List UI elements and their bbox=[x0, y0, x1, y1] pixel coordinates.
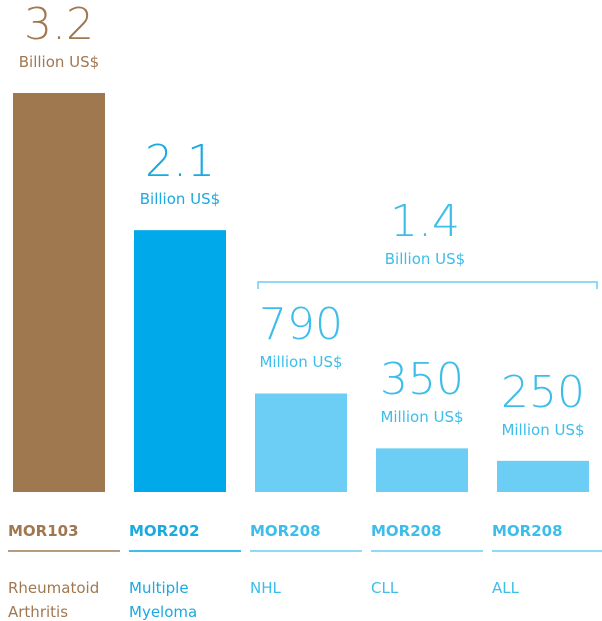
indication-label: CLL bbox=[371, 579, 399, 597]
value-label: 790 bbox=[259, 299, 343, 351]
value-label: 250 bbox=[501, 366, 585, 418]
group-bracket bbox=[257, 281, 598, 289]
group-value: 1.4 bbox=[390, 196, 460, 247]
bracket-line bbox=[257, 281, 598, 289]
value-label: 350 bbox=[380, 354, 464, 406]
group-unit: Billion US$ bbox=[384, 250, 466, 268]
indication-label: Rheumatoid Arthritis bbox=[8, 579, 100, 621]
category-code: MOR208 bbox=[371, 522, 442, 540]
category-code: MOR208 bbox=[250, 522, 321, 540]
unit-label: Million US$ bbox=[501, 420, 585, 439]
bar bbox=[376, 448, 468, 492]
value-label: 3.2 bbox=[24, 0, 94, 50]
bar bbox=[134, 230, 226, 492]
value-label: 2.1 bbox=[145, 136, 215, 188]
unit-label: Million US$ bbox=[380, 408, 464, 427]
bar bbox=[13, 93, 105, 492]
bar bbox=[497, 460, 589, 492]
unit-label: Billion US$ bbox=[18, 53, 100, 71]
category-code: MOR103 bbox=[8, 522, 79, 540]
indication-label: Multiple Myeloma bbox=[129, 579, 198, 621]
bar bbox=[255, 393, 347, 492]
unit-label: Billion US$ bbox=[139, 190, 221, 209]
unit-label: Million US$ bbox=[259, 353, 343, 372]
category-code: MOR208 bbox=[492, 522, 563, 540]
category-code: MOR202 bbox=[129, 522, 200, 540]
indication-label: ALL bbox=[492, 579, 519, 597]
indication-label: NHL bbox=[250, 579, 281, 597]
